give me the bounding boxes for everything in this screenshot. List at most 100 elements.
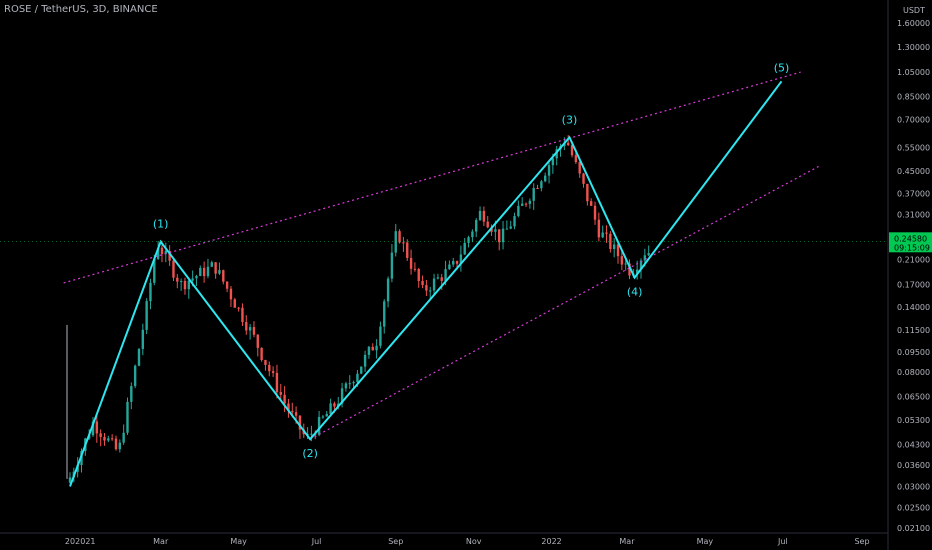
candle-body	[620, 256, 624, 265]
candle-body	[551, 158, 555, 166]
drawing-overlays: (1) (2) (3) (4) (5)	[63, 61, 821, 487]
candle-body	[521, 203, 524, 206]
candle-body	[639, 260, 643, 270]
y-tick-label: 0.21000	[897, 256, 930, 265]
candle-body	[494, 229, 497, 232]
candle-body	[176, 277, 179, 282]
candle-body	[532, 188, 535, 201]
candle-body	[566, 142, 570, 146]
candle-body	[417, 269, 420, 282]
candle-body	[528, 200, 532, 204]
elliott-wave-line	[69, 80, 783, 487]
candle-body	[609, 233, 612, 249]
candle-body	[275, 372, 279, 393]
candle-body	[471, 231, 474, 238]
candle-body	[218, 270, 221, 274]
candle-body	[233, 299, 236, 308]
candle-body	[291, 411, 294, 413]
candle-body	[68, 477, 72, 483]
candle-body	[409, 257, 413, 269]
y-tick-label: 0.85000	[897, 93, 930, 102]
x-tick-label: May	[230, 537, 247, 546]
candle-body	[153, 258, 156, 283]
y-tick-label: 0.02500	[897, 504, 930, 513]
candle-body	[237, 307, 240, 309]
candle-body	[570, 145, 574, 156]
candle-body	[597, 219, 601, 238]
candle-body	[505, 228, 509, 230]
candle-body	[310, 433, 313, 435]
candle-body	[367, 346, 371, 355]
candle-body	[241, 307, 244, 323]
y-tick-label: 0.70000	[897, 115, 930, 124]
y-tick-label: 0.08000	[897, 368, 930, 377]
candle-body	[540, 181, 543, 189]
candle-body	[99, 433, 102, 437]
candle-body	[624, 263, 627, 265]
candle-body	[386, 278, 390, 302]
time-axis[interactable]: 20 2021 Mar May Jul Sep Nov 2022 Mar May Jul Sep	[0, 532, 888, 546]
candle-body	[348, 383, 351, 385]
candle-body	[524, 203, 528, 205]
candle-body	[363, 354, 367, 367]
candle-body	[298, 415, 302, 430]
x-tick-label: Mar	[153, 537, 169, 546]
candle-body	[375, 345, 378, 351]
candle-body	[628, 263, 631, 276]
candle-body	[333, 403, 336, 407]
candle-body	[498, 229, 501, 243]
candle-body	[260, 347, 263, 361]
candle-body	[589, 201, 593, 206]
candle-body	[402, 242, 405, 244]
candle-body	[317, 416, 321, 435]
candle-body	[463, 242, 466, 255]
candle-body	[340, 388, 344, 404]
bar-countdown: 09:15:09	[894, 243, 930, 252]
y-tick-label: 0.09500	[897, 348, 930, 357]
candle-body	[413, 268, 417, 270]
candle-body	[214, 262, 217, 274]
y-tick-label: 0.37000	[897, 190, 930, 199]
candle-body	[383, 301, 386, 327]
x-tick-label: Nov	[466, 537, 482, 546]
candle-body	[225, 281, 229, 289]
candle-body	[122, 432, 125, 443]
y-tick-label: 0.04300	[897, 440, 930, 449]
candle-body	[429, 290, 432, 292]
candle-body	[605, 232, 608, 234]
candle-body	[448, 264, 451, 270]
candle-body	[390, 252, 394, 279]
candle-body	[398, 231, 401, 243]
x-tick-label: May	[697, 537, 714, 546]
candle-body	[229, 288, 233, 300]
candle-body	[199, 267, 202, 276]
candle-body	[490, 227, 493, 232]
x-tick-label: Jul	[311, 537, 322, 546]
candle-body	[321, 416, 325, 418]
y-tick-label: 0.31000	[897, 210, 930, 219]
candle-body	[137, 348, 141, 366]
candle-body	[110, 438, 114, 440]
y-tick-label: 0.17000	[897, 280, 930, 289]
candle-body	[164, 251, 168, 254]
candle-body	[547, 165, 551, 176]
candle-body	[394, 231, 397, 253]
candle-body	[578, 162, 581, 174]
candle-body	[574, 155, 578, 163]
candle-body	[475, 220, 478, 232]
x-tick-label: 2022	[541, 537, 561, 546]
y-tick-label: 0.06500	[897, 392, 930, 401]
candle-body	[191, 278, 194, 281]
candle-body	[601, 232, 604, 238]
candle-body	[91, 421, 95, 436]
y-tick-label: 0.03600	[897, 461, 930, 470]
candle-body	[612, 244, 616, 249]
candle-body	[356, 373, 359, 383]
candle-body	[586, 183, 589, 202]
candle-body	[544, 175, 547, 182]
candle-body	[467, 237, 470, 243]
candle-body	[133, 365, 137, 387]
channel-upper-line	[63, 71, 801, 284]
